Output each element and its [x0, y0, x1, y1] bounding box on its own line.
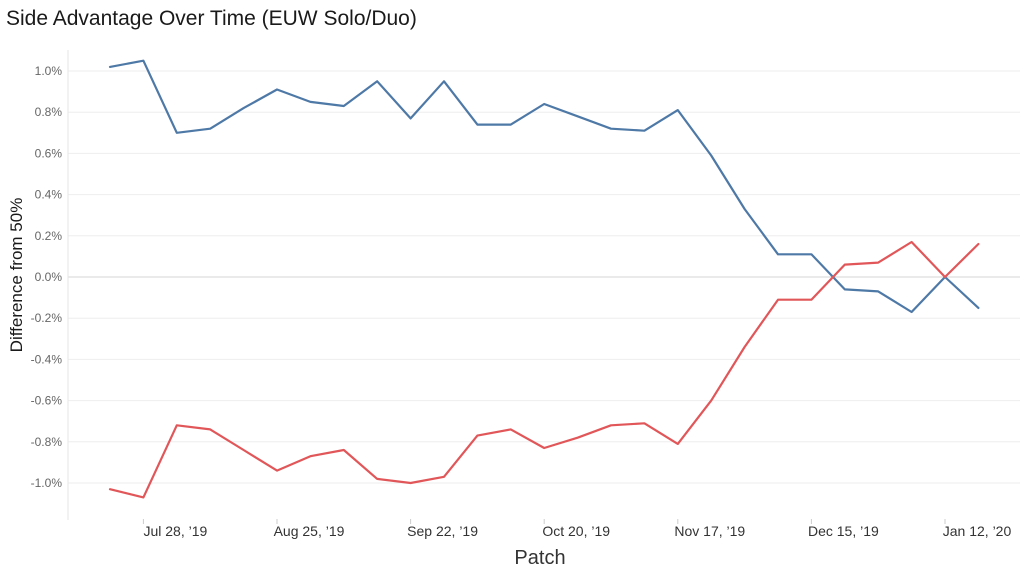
gridlines	[68, 70, 1020, 484]
y-tick-label: 0.0%	[35, 270, 63, 284]
y-tick-label: -1.0%	[31, 476, 63, 490]
y-tick-label: 0.8%	[35, 105, 63, 119]
y-tick-label: 1.0%	[35, 64, 63, 78]
x-tick-label: Jan 12, ’20	[943, 523, 1012, 539]
axis-labels: Patch Difference from 50%	[7, 198, 566, 569]
series-lines	[108, 59, 980, 499]
x-tick-label: Dec 15, ’19	[808, 523, 879, 539]
chart-title: Side Advantage Over Time (EUW Solo/Duo)	[6, 7, 417, 30]
series-line-blue-side	[108, 59, 980, 314]
y-tick-label: -0.2%	[31, 311, 63, 325]
series-line-red-side	[108, 240, 980, 499]
x-tick-label: Aug 25, ’19	[274, 523, 345, 539]
axes: 1.0% 0.8% 0.6% 0.4% 0.2% 0.0% -0.2% -0.4% -0.6% -…	[31, 50, 1012, 539]
y-tick-label: 0.4%	[35, 188, 63, 202]
x-axis-title: Patch	[514, 547, 565, 569]
y-tick-label: -0.6%	[31, 394, 63, 408]
y-tick-label: -0.8%	[31, 435, 63, 449]
y-tick-label: -0.4%	[31, 352, 63, 366]
y-tick-label: 0.2%	[35, 229, 63, 243]
x-tick-label: Nov 17, ’19	[674, 523, 745, 539]
x-tick-label: Oct 20, ’19	[542, 523, 610, 539]
y-tick-label: 0.6%	[35, 146, 63, 160]
x-tick-label: Jul 28, ’19	[143, 523, 207, 539]
y-axis-title: Difference from 50%	[7, 198, 26, 353]
x-tick-label: Sep 22, ’19	[407, 523, 478, 539]
